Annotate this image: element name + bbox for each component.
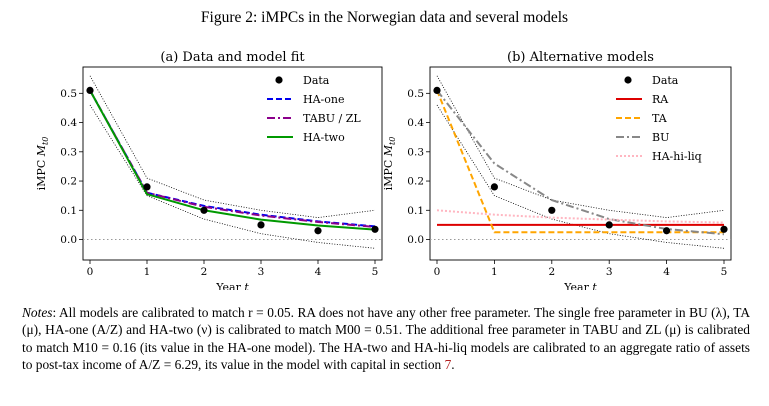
y-tick-label: 0.3: [60, 146, 77, 158]
y-tick-label: 0.2: [407, 176, 424, 188]
x-tick-label: 3: [606, 266, 613, 278]
data-point: [663, 227, 671, 235]
data-point: [433, 86, 441, 94]
plot-frame: [82, 66, 383, 261]
series-line-ha-two: [89, 89, 376, 231]
legend-label: RA: [652, 93, 669, 106]
series-line-ha-hi-liq: [436, 209, 725, 224]
panel-title: (a) Data and model fit: [160, 50, 305, 65]
notes-label: Notes: [22, 305, 53, 320]
x-tick-label: 4: [315, 266, 322, 278]
notes-text-end: .: [451, 357, 455, 373]
x-tick-label: 2: [201, 266, 208, 278]
series-line-tabu-zl: [89, 89, 376, 228]
legend-label: TA: [652, 112, 668, 125]
x-tick-label: 0: [434, 266, 441, 278]
series-line-ha-one: [89, 89, 376, 228]
x-tick-label: 2: [548, 266, 555, 278]
data-point: [200, 206, 208, 214]
y-tick-label: 0.5: [60, 88, 77, 100]
data-point: [720, 225, 728, 233]
charts-area: (a) Data and model fit 0 1 2 3 4 5 0.0 0.1 0.2 0.3…: [35, 50, 732, 290]
y-tick-label: 0.4: [60, 117, 77, 129]
data-point: [548, 206, 556, 214]
y-tick-label: 0.0: [407, 234, 424, 246]
x-axis-label: Year t: [563, 281, 597, 290]
x-tick-label: 1: [144, 266, 151, 278]
legend-label: BU: [652, 131, 669, 144]
figure-title: Figure 2: iMPCs in the Norwegian data an…: [200, 9, 569, 26]
x-axis-label: Year t: [215, 281, 249, 290]
legend-label: HA-one: [303, 93, 344, 106]
data-point: [143, 183, 151, 191]
y-tick-label: 0.0: [60, 234, 77, 246]
confidence-lower-line: [89, 104, 376, 249]
y-axis-label: iMPC Mt0: [35, 137, 50, 191]
notes-text: : All models are calibrated to match r =…: [22, 305, 750, 373]
section-link[interactable]: 7: [444, 357, 452, 373]
plot-frame: [429, 66, 732, 261]
y-tick-label: 0.5: [407, 88, 424, 100]
y-axis-label: iMPC Mt0: [382, 137, 397, 191]
data-point: [490, 183, 498, 191]
legend-marker-data: [275, 76, 283, 84]
data-point: [257, 221, 265, 229]
x-tick-label: 1: [491, 266, 498, 278]
y-tick-label: 0.1: [60, 205, 77, 217]
data-point: [371, 225, 379, 233]
x-tick-label: 4: [663, 266, 670, 278]
legend-marker-data: [624, 76, 632, 84]
chart-panel-2: (b) Alternative models 0 1 2 3 4 5 0.0 0.1 0.2 0.3…: [382, 50, 732, 290]
confidence-lower-line: [436, 104, 725, 249]
confidence-upper-line: [436, 75, 725, 219]
legend-label: HA-two: [303, 131, 345, 144]
notes-paragraph: Notes: All models are calibrated to matc…: [22, 304, 750, 374]
y-tick-label: 0.2: [60, 176, 77, 188]
legend-label: Data: [652, 74, 679, 87]
legend-label: Data: [303, 74, 330, 87]
x-tick-label: 3: [258, 266, 265, 278]
series-line-bu: [436, 89, 725, 236]
legend-label: TABU / ZL: [303, 112, 361, 125]
x-tick-label: 5: [721, 266, 728, 278]
data-point: [86, 86, 94, 94]
series-line-ta: [436, 90, 724, 234]
x-tick-label: 0: [87, 266, 94, 278]
x-tick-label: 5: [372, 266, 379, 278]
y-tick-label: 0.4: [407, 117, 424, 129]
legend-label: HA-hi-liq: [652, 150, 702, 163]
data-point: [314, 227, 322, 235]
y-tick-label: 0.3: [407, 146, 424, 158]
chart-panel-1: (a) Data and model fit 0 1 2 3 4 5 0.0 0.1 0.2 0.3…: [35, 50, 383, 290]
panel-title: (b) Alternative models: [507, 50, 654, 65]
data-point: [605, 221, 613, 229]
y-tick-label: 0.1: [407, 205, 424, 217]
